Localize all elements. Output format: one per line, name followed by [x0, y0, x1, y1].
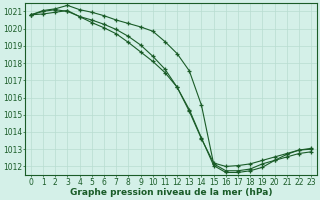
X-axis label: Graphe pression niveau de la mer (hPa): Graphe pression niveau de la mer (hPa)	[70, 188, 272, 197]
